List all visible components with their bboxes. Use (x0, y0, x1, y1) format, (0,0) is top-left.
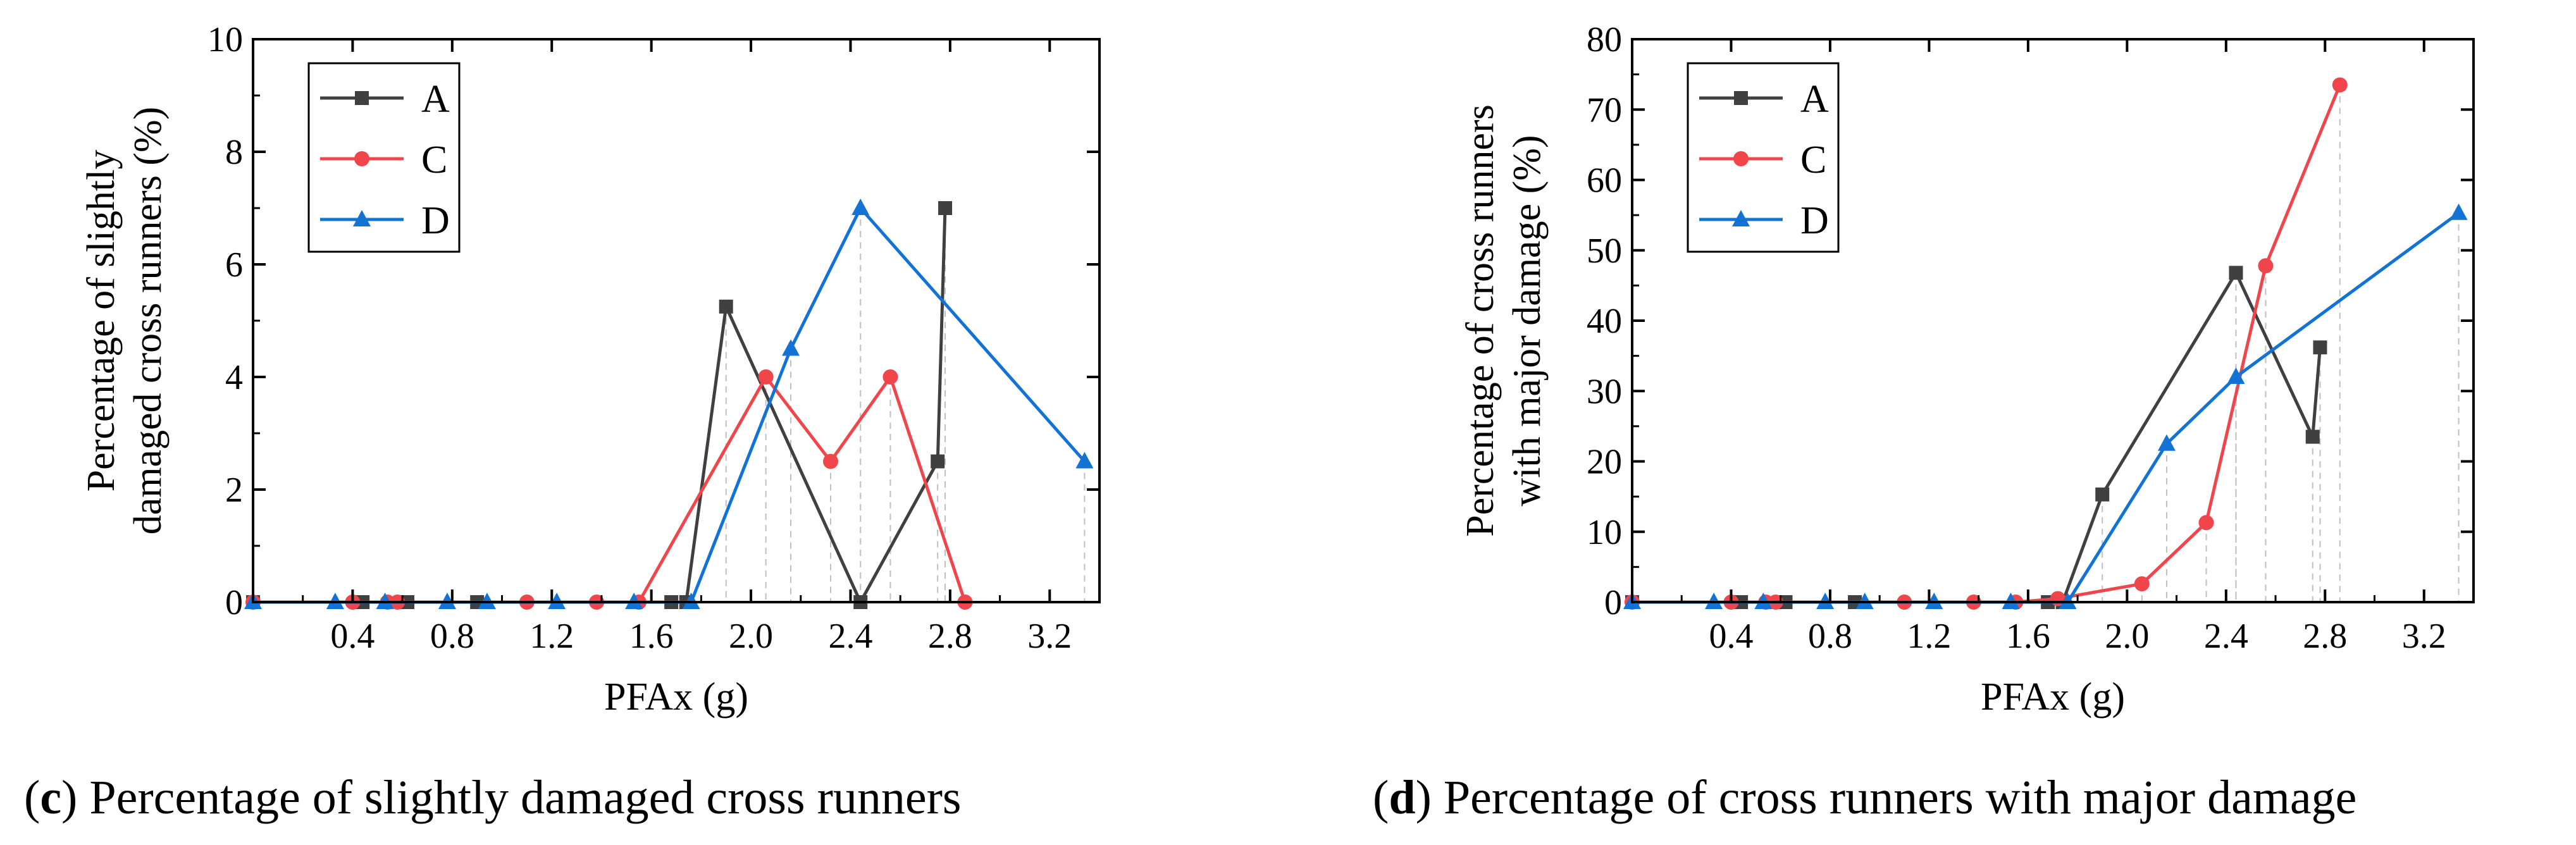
data-point-C (2332, 77, 2348, 93)
x-tick-label: 0.4 (330, 617, 375, 656)
y-axis-label-line1: Percentage of cross runners (1459, 104, 1502, 536)
caption-d: (d) Percentage of cross runners with maj… (1373, 771, 2357, 824)
data-point-A (719, 299, 733, 314)
legend-marker-A (1734, 91, 1748, 105)
y-tick-label: 6 (225, 245, 243, 285)
data-point-D (2449, 203, 2468, 220)
x-axis-label: PFAx (g) (604, 675, 748, 719)
caption-c-text: Percentage of slightly damaged cross run… (77, 771, 962, 824)
data-point-C (882, 369, 898, 385)
y-tick-label: 10 (207, 20, 243, 59)
data-point-C (2198, 515, 2214, 531)
y-axis-label-line2: damaged cross runners (%) (127, 107, 170, 535)
series-line-C (253, 375, 967, 604)
x-tick-label: 2.8 (928, 617, 972, 656)
y-tick-label: 60 (1587, 161, 1622, 200)
legend-label-A: A (421, 78, 450, 121)
legend-label-A: A (1800, 78, 1829, 121)
data-point-A (2305, 429, 2320, 444)
caption-d-text: Percentage of cross runners with major d… (1431, 771, 2357, 824)
x-tick-label: 0.4 (1709, 617, 1753, 656)
x-tick-label: 2.0 (729, 617, 773, 656)
y-tick-label: 20 (1587, 443, 1622, 482)
data-point-D (1075, 452, 1094, 469)
data-point-C (758, 369, 774, 385)
y-tick-label: 10 (1587, 513, 1622, 552)
data-point-D (851, 199, 870, 215)
y-tick-label: 30 (1587, 372, 1622, 411)
data-point-A (2095, 487, 2110, 502)
legend-marker-D (1732, 210, 1750, 226)
series-line-A (1632, 271, 2322, 604)
x-tick-label: 3.2 (2402, 617, 2446, 656)
data-point-C (2258, 258, 2274, 274)
x-tick-label: 2.4 (828, 617, 872, 656)
legend-marker-D (353, 210, 371, 226)
chart-panel-c: 0.4 0.8 1.2 1.6 2.0 2.4 2.8 3.2 0 2 4 6 8 10 PFAx (g) P… (80, 20, 1101, 719)
y-tick-label: 40 (1587, 302, 1622, 341)
y-axis-label-line1: Percentage of slightly (80, 150, 123, 492)
y-tick-label: 0 (225, 583, 243, 622)
legend-label-C: C (421, 139, 447, 182)
x-tick-label: 2.8 (2303, 617, 2347, 656)
caption-d-letter: d (1389, 771, 1416, 824)
legend-marker-C (354, 151, 369, 166)
data-point-A (938, 201, 953, 215)
legend-label-D: D (421, 199, 450, 242)
x-tick-label: 1.2 (529, 617, 574, 656)
data-point-A (2229, 266, 2243, 280)
data-point-C (2134, 576, 2150, 592)
x-tick-label: 2.0 (2105, 617, 2149, 656)
y-tick-label: 70 (1587, 90, 1622, 130)
legend-label-C: C (1800, 139, 1826, 182)
x-tick-label: 0.8 (1808, 617, 1852, 656)
legend-marker-C (1733, 151, 1749, 166)
y-tick-label: 80 (1587, 20, 1622, 59)
x-tick-label: 1.6 (2006, 617, 2050, 656)
caption-c: (c) Percentage of slightly damaged cross… (24, 771, 962, 824)
y-tick-label: 8 (225, 133, 243, 172)
data-point-A (2313, 340, 2327, 355)
legend-marker-A (355, 91, 369, 105)
data-point-C (822, 453, 838, 469)
x-tick-label: 1.2 (1907, 617, 1951, 656)
x-tick-label: 1.6 (629, 617, 674, 656)
y-axis-label-line2: with major damage (%) (1506, 135, 1549, 506)
y-tick-label: 50 (1587, 231, 1622, 271)
x-tick-label: 2.4 (2204, 617, 2248, 656)
series-line-D (1632, 211, 2460, 604)
series-line-A (253, 207, 947, 604)
y-tick-label: 0 (1604, 583, 1622, 622)
legend-label-D: D (1800, 199, 1829, 242)
y-tick-label: 4 (225, 358, 243, 397)
data-point-D (2157, 434, 2176, 451)
data-point-D (782, 339, 800, 356)
data-point-A (931, 454, 945, 469)
series-line-D (253, 206, 1086, 604)
x-tick-label: 3.2 (1027, 617, 1072, 656)
x-tick-label: 0.8 (430, 617, 474, 656)
y-tick-label: 2 (225, 471, 243, 510)
data-point-D (2227, 367, 2245, 384)
caption-c-letter: c (40, 771, 62, 824)
chart-panel-d: 0.4 0.8 1.2 1.6 2.0 2.4 2.8 3.2 0 10 20 30 40 50 60 70 8… (1459, 20, 2475, 719)
x-axis-label: PFAx (g) (1981, 675, 2125, 719)
